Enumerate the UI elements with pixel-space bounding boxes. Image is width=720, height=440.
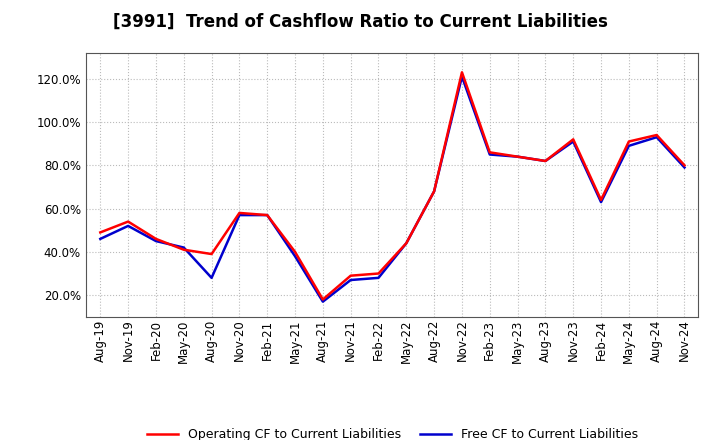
Operating CF to Current Liabilities xyxy=(458,70,467,75)
Free CF to Current Liabilities xyxy=(207,275,216,280)
Free CF to Current Liabilities xyxy=(597,199,606,205)
Operating CF to Current Liabilities xyxy=(207,251,216,257)
Operating CF to Current Liabilities xyxy=(680,163,689,168)
Free CF to Current Liabilities xyxy=(624,143,633,148)
Operating CF to Current Liabilities xyxy=(513,154,522,159)
Free CF to Current Liabilities xyxy=(318,299,327,304)
Operating CF to Current Liabilities xyxy=(652,132,661,138)
Operating CF to Current Liabilities xyxy=(374,271,383,276)
Operating CF to Current Liabilities xyxy=(179,247,188,253)
Text: [3991]  Trend of Cashflow Ratio to Current Liabilities: [3991] Trend of Cashflow Ratio to Curren… xyxy=(112,13,608,31)
Operating CF to Current Liabilities xyxy=(263,213,271,218)
Line: Free CF to Current Liabilities: Free CF to Current Liabilities xyxy=(100,77,685,302)
Operating CF to Current Liabilities xyxy=(152,236,161,242)
Free CF to Current Liabilities xyxy=(652,135,661,140)
Free CF to Current Liabilities xyxy=(179,245,188,250)
Free CF to Current Liabilities xyxy=(458,74,467,79)
Operating CF to Current Liabilities xyxy=(124,219,132,224)
Free CF to Current Liabilities xyxy=(263,213,271,218)
Free CF to Current Liabilities xyxy=(152,238,161,244)
Free CF to Current Liabilities xyxy=(569,139,577,144)
Operating CF to Current Liabilities xyxy=(96,230,104,235)
Free CF to Current Liabilities xyxy=(291,253,300,259)
Free CF to Current Liabilities xyxy=(680,165,689,170)
Operating CF to Current Liabilities xyxy=(402,241,410,246)
Line: Operating CF to Current Liabilities: Operating CF to Current Liabilities xyxy=(100,72,685,300)
Operating CF to Current Liabilities xyxy=(291,249,300,254)
Operating CF to Current Liabilities xyxy=(569,137,577,142)
Operating CF to Current Liabilities xyxy=(235,210,243,216)
Free CF to Current Liabilities xyxy=(430,189,438,194)
Free CF to Current Liabilities xyxy=(124,223,132,228)
Free CF to Current Liabilities xyxy=(513,154,522,159)
Legend: Operating CF to Current Liabilities, Free CF to Current Liabilities: Operating CF to Current Liabilities, Fre… xyxy=(142,423,643,440)
Free CF to Current Liabilities xyxy=(235,213,243,218)
Operating CF to Current Liabilities xyxy=(318,297,327,302)
Free CF to Current Liabilities xyxy=(374,275,383,280)
Operating CF to Current Liabilities xyxy=(485,150,494,155)
Free CF to Current Liabilities xyxy=(541,158,550,164)
Operating CF to Current Liabilities xyxy=(624,139,633,144)
Operating CF to Current Liabilities xyxy=(430,189,438,194)
Free CF to Current Liabilities xyxy=(485,152,494,157)
Operating CF to Current Liabilities xyxy=(597,197,606,202)
Operating CF to Current Liabilities xyxy=(541,158,550,164)
Free CF to Current Liabilities xyxy=(402,241,410,246)
Operating CF to Current Liabilities xyxy=(346,273,355,279)
Free CF to Current Liabilities xyxy=(346,277,355,282)
Free CF to Current Liabilities xyxy=(96,236,104,242)
